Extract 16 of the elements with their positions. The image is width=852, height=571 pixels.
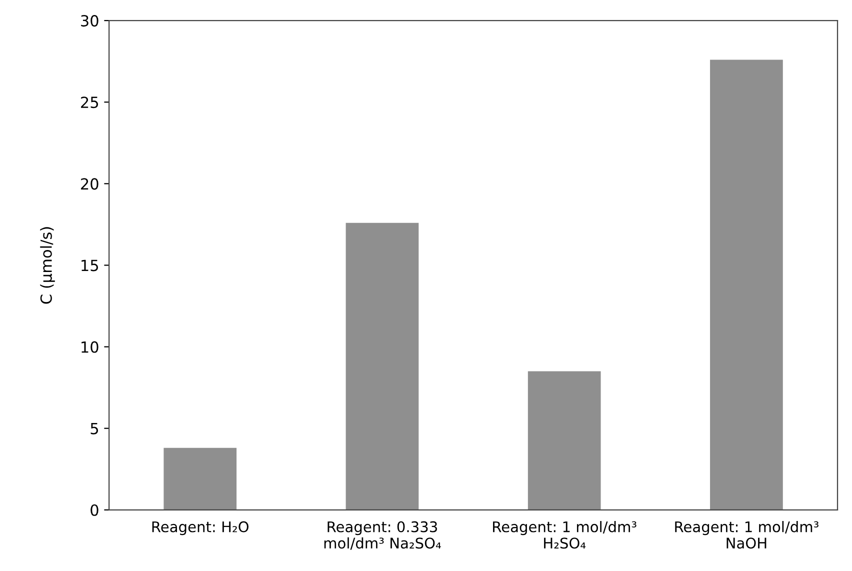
y-tick-label: 30 bbox=[81, 15, 98, 27]
y-tick-label: 0 bbox=[90, 504, 98, 516]
y-tick-label: 20 bbox=[81, 178, 98, 190]
x-tick-label: Reagent: 1 mol/dm³ H₂SO₄ bbox=[493, 521, 636, 549]
y-tick-label: 5 bbox=[90, 423, 98, 434]
y-tick-label: 25 bbox=[81, 96, 98, 108]
x-tick-label: Reagent: 0.333 mol/dm³ Na₂SO₄ bbox=[324, 521, 441, 550]
bar bbox=[710, 60, 783, 510]
bar bbox=[528, 371, 601, 510]
y-axis-title: C (µmol/s) bbox=[40, 227, 55, 304]
bar bbox=[164, 448, 237, 510]
y-tick-label: 15 bbox=[82, 260, 98, 272]
x-tick-label: Reagent: H₂O bbox=[152, 521, 248, 536]
bar bbox=[346, 222, 419, 510]
y-tick-label: 10 bbox=[82, 341, 98, 353]
x-tick-label: Reagent: 1 mol/dm³ NaOH bbox=[675, 521, 818, 549]
